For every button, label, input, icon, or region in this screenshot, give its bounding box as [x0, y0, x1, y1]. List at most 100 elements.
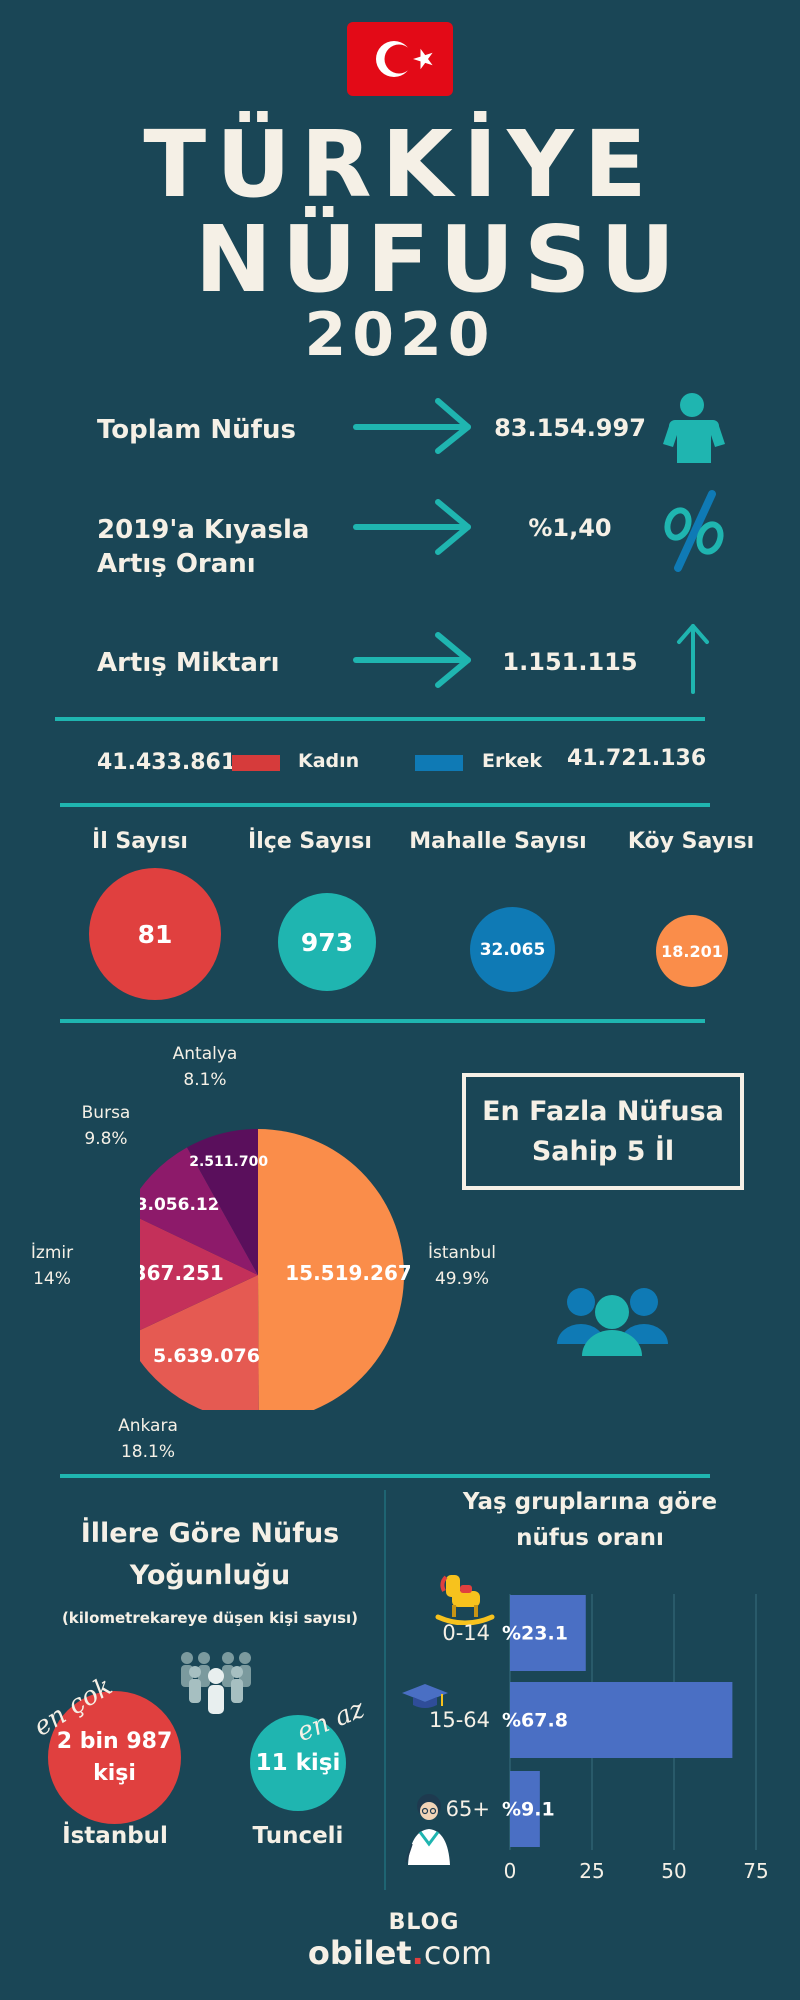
logo-blog-text: BLOG — [388, 1910, 460, 1935]
pie-label-istanbul-percent: 49.9% — [434, 1269, 489, 1289]
female-count: 41.433.861 — [97, 750, 237, 775]
age-category-label: 0-14 — [442, 1621, 490, 1645]
obilet-blog-logo: BLOG obilet.com — [0, 1910, 800, 1970]
percent-icon — [664, 490, 724, 572]
density-most-value-line1: 2 bin 987 — [56, 1728, 173, 1754]
density-least-city: Tunceli — [252, 1823, 344, 1849]
stat-label-total: Toplam Nüfus — [97, 415, 296, 445]
pie-label-bursa-name: Bursa — [81, 1103, 131, 1123]
arrow-right-icon — [353, 398, 471, 454]
pie-value-label-i̇zmir: 4.367.251 — [140, 1261, 224, 1285]
male-count: 41.721.136 — [567, 746, 707, 771]
person-icon — [663, 393, 725, 463]
title-line-2: NÜFUSU — [194, 206, 686, 313]
stat-label-rate: 2019'a Kıyasla Artış Oranı — [97, 513, 309, 581]
age-bar-value-label: %9.1 — [502, 1799, 555, 1821]
male-swatch — [415, 755, 463, 771]
density-subtitle: (kilometrekareye düşen kişi sayısı) — [61, 1609, 359, 1627]
female-swatch — [232, 755, 280, 771]
pie-label-izmir: İzmir 14% — [2, 1240, 102, 1292]
density-most-city: İstanbul — [62, 1823, 168, 1849]
pie-slice-bursa — [140, 1147, 258, 1275]
province-count-circle: 81 — [89, 868, 221, 1000]
stat-value-increase: 1.151.115 — [502, 648, 638, 676]
female-label: Kadın — [298, 750, 360, 772]
pie-label-antalya-percent: 8.1% — [183, 1070, 227, 1090]
pie-label-antalya-name: Antalya — [172, 1044, 238, 1064]
logo-dot: . — [411, 1934, 424, 1972]
people-group-icon — [557, 1288, 668, 1356]
rocking-horse-icon — [435, 1575, 495, 1625]
density-most-circle: 2 bin 987 kişi — [48, 1691, 181, 1824]
arrow-right-icon — [353, 632, 471, 688]
pie-label-ankara-name: Ankara — [118, 1416, 178, 1436]
pie-slice-i̇stanbul — [258, 1129, 405, 1410]
neighborhood-count-label: Mahalle Sayısı — [409, 829, 587, 854]
age-chart-title: Yaş gruplarına göre nüfus oranı — [440, 1484, 740, 1556]
age-category-label: 15-64 — [429, 1708, 490, 1732]
pie-label-ankara: Ankara 18.1% — [98, 1413, 198, 1465]
pie-value-label-bursa: 3.056.120 — [140, 1195, 232, 1215]
top5-pie-chart: 15.519.267 5.639.076 4.367.251 3.056.120 2.5… — [140, 1129, 410, 1410]
stat-value-rate: %1,40 — [528, 514, 612, 542]
village-count-circle: 18.201 — [656, 915, 728, 987]
pie-label-izmir-percent: 14% — [33, 1269, 71, 1289]
logo-main: obilet.com — [0, 1936, 800, 1970]
pie-label-ankara-percent: 18.1% — [120, 1442, 175, 1462]
pie-label-istanbul-name: İstanbul — [427, 1243, 497, 1263]
age-bar-65+ — [510, 1771, 540, 1847]
pie-label-antalya: Antalya 8.1% — [155, 1041, 255, 1093]
pie-label-istanbul: İstanbul 49.9% — [412, 1240, 512, 1292]
age-chart-title-line2: nüfus oranı — [516, 1525, 664, 1551]
top5-title-line2: Sahip 5 İl — [531, 1135, 675, 1167]
pie-label-bursa-percent: 9.8% — [84, 1129, 128, 1149]
top5-title-box: En Fazla Nüfusa Sahip 5 İl — [462, 1073, 744, 1190]
pie-value-label-antalya: 2.511.700 — [189, 1154, 268, 1170]
age-bar-value-label: %23.1 — [502, 1623, 568, 1645]
neighborhood-count-circle: 32.065 — [470, 907, 555, 992]
age-bar-chart: 0 25 50 75 0-14 %23.1 15-64 %67.8 65+ %9.1 — [429, 1594, 769, 1883]
top5-title-line1: En Fazla Nüfusa — [482, 1095, 724, 1127]
pie-slice-i̇zmir — [140, 1218, 258, 1331]
pie-slice-antalya — [187, 1129, 258, 1275]
pie-label-bursa: Bursa 9.8% — [56, 1100, 156, 1152]
crowd-icon — [181, 1652, 251, 1714]
flag-crescent-star — [376, 41, 433, 77]
age-chart-x-tick: 75 — [743, 1859, 768, 1883]
age-bar-value-label: %67.8 — [502, 1710, 568, 1732]
age-bar-15-64 — [510, 1682, 733, 1758]
village-count-label: Köy Sayısı — [627, 829, 755, 854]
density-title: İllere Göre Nüfus Yoğunluğu — [40, 1513, 380, 1597]
age-category-label: 65+ — [446, 1797, 490, 1821]
stat-value-total: 83.154.997 — [494, 414, 646, 442]
age-chart-title-line1: Yaş gruplarına göre — [462, 1489, 718, 1515]
stat-label-increase: Artış Miktarı — [97, 648, 280, 678]
arrow-right-icon — [353, 499, 471, 555]
density-title-line2: Yoğunluğu — [129, 1560, 291, 1591]
logo-obilet-text: obilet — [307, 1934, 412, 1972]
male-label: Erkek — [482, 750, 542, 772]
section-divider — [55, 717, 705, 721]
vertical-divider — [384, 1490, 386, 1890]
district-count-circle: 973 — [278, 893, 376, 991]
age-chart-x-tick: 50 — [661, 1859, 686, 1883]
elderly-woman-icon — [405, 1794, 450, 1865]
section-divider — [60, 1474, 710, 1478]
logo-com-text: com — [423, 1934, 493, 1972]
section-divider — [60, 1019, 705, 1023]
density-least-circle: 11 kişi — [250, 1715, 346, 1811]
pie-label-izmir-name: İzmir — [30, 1243, 74, 1263]
province-count-label: İl Sayısı — [92, 829, 188, 854]
density-title-line1: İllere Göre Nüfus — [80, 1518, 340, 1549]
age-bar-0-14 — [510, 1595, 586, 1671]
section-divider — [60, 803, 710, 807]
district-count-label: İlçe Sayısı — [248, 829, 372, 854]
title-line-1: TÜRKİYE — [143, 111, 657, 218]
age-chart-x-tick: 25 — [579, 1859, 604, 1883]
pie-value-label-ankara: 5.639.076 — [153, 1345, 260, 1367]
age-chart-x-tick: 0 — [504, 1859, 517, 1883]
title-year: 2020 — [304, 300, 496, 370]
up-arrow-icon — [677, 624, 709, 694]
stat-label-rate-line1: 2019'a Kıyasla — [97, 515, 310, 545]
pie-slice-ankara — [140, 1275, 259, 1410]
